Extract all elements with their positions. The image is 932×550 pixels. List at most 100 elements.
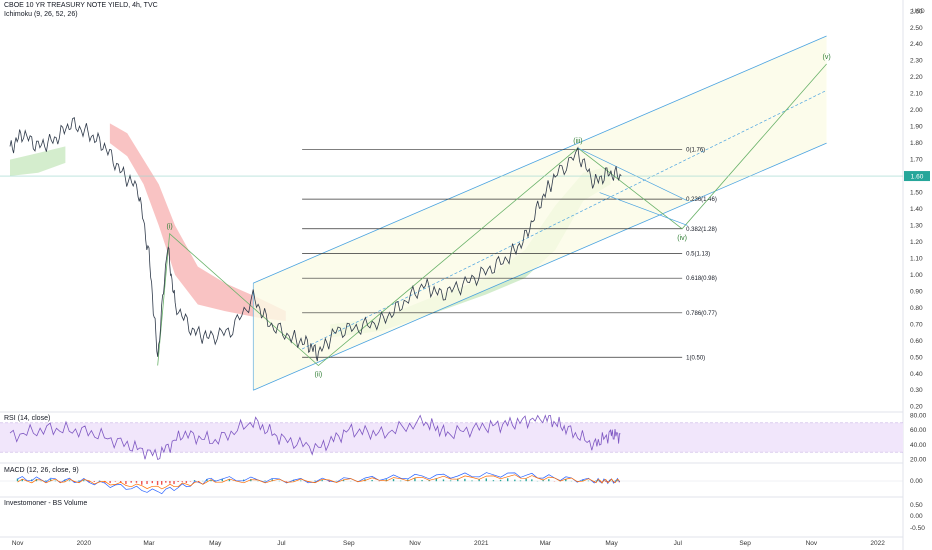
time-tick-label: 2021 [474,540,489,547]
volume-label[interactable]: Investomoner - BS Volume [4,500,88,507]
macd-histogram-bar [16,478,19,482]
fib-level-label: 0.786(0.77) [686,311,717,317]
macd-histogram-bar [464,478,466,482]
time-tick-label: Mar [143,540,155,547]
channel-fill [253,36,827,391]
macd-histogram-bar [595,480,597,482]
wedge-lower [599,192,688,226]
time-axis[interactable]: Nov 2020 Mar May Jul Sep Nov 2021 Mar May Jul Sep No… [12,540,885,547]
macd-histogram-bar [109,481,111,484]
macd-histogram-bar [156,481,159,486]
macd-histogram-bar [242,479,245,482]
macd-histogram-bar [93,481,95,482]
rsi-label[interactable]: RSI (14, close) [4,415,51,422]
price-tick-label: 0.70 [910,321,923,328]
macd-histogram-bar [499,479,502,482]
macd-histogram-bar [169,481,171,484]
macd-histogram-bar [206,479,208,482]
macd-histogram-bar [98,480,101,482]
price-tick-label: 0.60 [910,338,923,345]
price-tick-label: 0.80 [910,305,923,312]
time-tick-label: Nov [12,540,24,547]
price-tick-label: 2.50 [910,25,923,32]
volume-tick-label: 0.50 [910,502,923,509]
volume-tick-label: -0.50 [910,525,925,532]
macd-histogram-bar [141,481,143,485]
macd-tick-label: 0.00 [910,478,923,485]
macd-histogram-bar [449,480,452,482]
macd-histogram-bar [271,479,273,482]
macd-histogram-bar [442,479,445,482]
fib-level-label: 0.5(1.13) [686,251,710,257]
macd-histogram-bar [210,479,212,482]
macd-histogram-bar [582,479,584,482]
price-tick-label: 1.70 [910,157,923,164]
wave-label: (ii) [314,372,322,379]
macd-histogram-bar [193,480,196,482]
currency-label: USD [912,9,925,15]
time-tick-label: Sep [343,540,355,547]
channel-median-line [301,90,827,350]
elliott-wave: (i) (ii) (iii) (iv) (v) [157,54,831,379]
macd-histogram-bar [130,481,132,483]
price-tick-label: 2.60 [910,8,923,15]
volume-tick-label: 0.00 [910,513,923,520]
macd-histogram-bar [214,480,216,482]
macd-histogram-bar [385,479,388,482]
macd-histogram-bar [392,479,395,482]
price-line [9,117,622,362]
macd-histogram-bar [506,478,509,482]
wave-label: (iv) [677,235,687,242]
chart-title: CBOE 10 YR TREASURY NOTE YIELD, 4h, TVC [4,2,158,9]
macd-label[interactable]: MACD (12, 26, close, 9) [4,467,79,474]
price-axis[interactable]: 0.20 0.30 0.40 0.50 0.60 0.70 0.80 0.90 1.00 1.10… [904,8,930,532]
macd-histogram-bar [542,479,544,482]
indicator-panes [0,414,903,495]
macd-histogram-bar [45,480,47,482]
price-tick-label: 1.10 [910,255,923,262]
time-tick-label: May [209,540,222,547]
macd-histogram-bar [519,480,522,482]
price-tick-label: 0.20 [910,404,923,411]
rsi-tick-label: 40.00 [910,442,927,449]
macd-histogram-bar [300,480,302,482]
rsi-tick-label: 20.00 [910,457,927,464]
macd-histogram-bar [525,478,527,482]
macd-histogram-bar [30,479,33,482]
macd-histogram-bar [221,478,223,482]
macd-histogram-bar [54,480,57,482]
rsi-line [9,414,621,461]
macd-histogram-bar [250,479,252,482]
macd-histogram-bar [597,480,599,482]
macd-histogram-bar [83,480,85,482]
channel-upper-line [253,35,827,284]
price-tick-label: 2.00 [910,107,923,114]
macd-histogram-bar [173,481,175,485]
macd-histogram-bar [587,480,590,482]
macd-histogram-bar [471,480,473,482]
ichimoku-label[interactable]: Ichimoku (9, 26, 52, 26) [4,11,78,18]
price-tick-label: 2.20 [910,74,923,81]
macd-histogram-bar [399,480,402,482]
time-tick-label: 2022 [870,540,885,547]
price-tick-label: 2.40 [910,41,923,48]
time-tick-label: Sep [739,540,751,547]
macd-histogram-bar [165,481,167,483]
price-tick-label: 0.90 [910,288,923,295]
macd-histogram-bar [565,479,567,482]
price-tick-label: 1.80 [910,140,923,147]
price-tick-label: 0.40 [910,371,923,378]
macd-histogram-bar [414,478,416,482]
macd-histogram-bar [104,481,106,483]
channel-lower-line [253,142,827,391]
last-price-tag [904,171,930,182]
last-price-label: 1.60 [911,174,924,181]
macd-histogram-bar [614,480,617,482]
price-series[interactable] [0,117,903,362]
macd-histogram-bar [548,479,550,482]
cloud-bullish-early [10,146,66,177]
price-tick-label: 2.10 [910,91,923,98]
time-tick-label: 2020 [77,540,92,547]
macd-histogram-bar [407,479,409,482]
